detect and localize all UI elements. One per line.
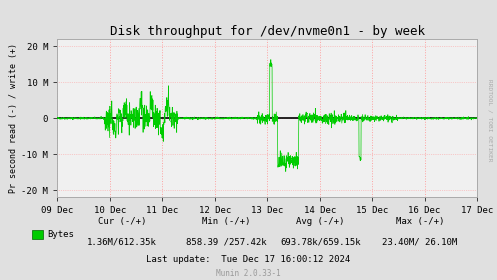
Text: 1.36M/612.35k: 1.36M/612.35k [87,238,157,247]
Text: Max (-/+): Max (-/+) [396,217,444,226]
Text: Min (-/+): Min (-/+) [202,217,250,226]
Text: 858.39 /257.42k: 858.39 /257.42k [186,238,266,247]
Y-axis label: Pr second read (-) / write (+): Pr second read (-) / write (+) [9,43,18,193]
Text: Bytes: Bytes [47,230,74,239]
Text: 23.40M/ 26.10M: 23.40M/ 26.10M [382,238,458,247]
Title: Disk throughput for /dev/nvme0n1 - by week: Disk throughput for /dev/nvme0n1 - by we… [110,25,424,38]
Text: Cur (-/+): Cur (-/+) [97,217,146,226]
Text: RRDTOOL / TOBI OETIKER: RRDTOOL / TOBI OETIKER [487,79,492,162]
Text: Avg (-/+): Avg (-/+) [296,217,345,226]
Text: Munin 2.0.33-1: Munin 2.0.33-1 [216,269,281,277]
Text: 693.78k/659.15k: 693.78k/659.15k [280,238,361,247]
Text: Last update:  Tue Dec 17 16:00:12 2024: Last update: Tue Dec 17 16:00:12 2024 [147,255,350,263]
